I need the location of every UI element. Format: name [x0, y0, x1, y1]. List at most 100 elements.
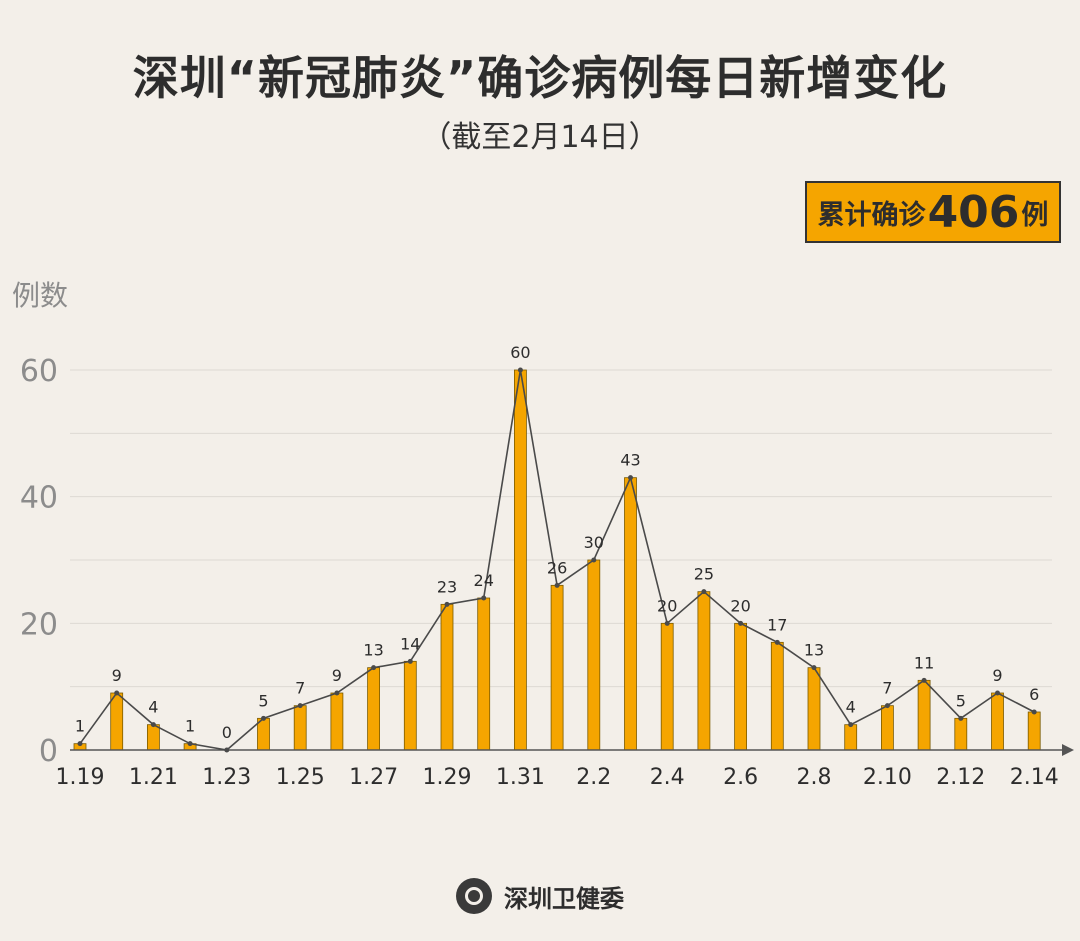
- line-point: [628, 475, 633, 481]
- bar: [954, 717, 968, 751]
- bar: [110, 692, 124, 751]
- line-point: [371, 665, 377, 671]
- line-point: [187, 741, 193, 747]
- y-tick-label: 60: [20, 354, 58, 389]
- x-tick-label: 2.12: [936, 765, 985, 790]
- line-point: [774, 639, 780, 645]
- line-point: [444, 601, 450, 607]
- bar: [1027, 711, 1041, 751]
- x-tick-label: 1.25: [276, 765, 325, 790]
- line-point: [591, 557, 597, 563]
- bar: [844, 724, 858, 751]
- data-label: 24: [474, 571, 494, 590]
- x-tick-label: 1.31: [496, 765, 545, 790]
- data-label: 60: [510, 343, 530, 362]
- line-point: [517, 367, 523, 373]
- bar: [991, 692, 1004, 751]
- y-tick-label: 20: [20, 607, 58, 642]
- data-label: 25: [694, 565, 714, 584]
- bar: [367, 667, 381, 751]
- x-axis-arrow: [1062, 744, 1074, 756]
- data-label: 6: [1029, 685, 1039, 704]
- line-point: [738, 620, 744, 626]
- data-label: 13: [804, 641, 824, 660]
- line-point: [884, 703, 890, 709]
- data-label: 26: [547, 558, 567, 577]
- data-label: 13: [363, 641, 383, 660]
- x-tick-label: 2.4: [650, 765, 685, 790]
- bar: [917, 679, 931, 751]
- bar: [807, 667, 821, 751]
- line-point: [921, 677, 927, 683]
- data-label: 5: [956, 691, 966, 710]
- data-label: 9: [112, 666, 122, 685]
- data-label: 9: [332, 666, 342, 685]
- bar: [881, 705, 894, 751]
- data-label: 0: [222, 723, 232, 742]
- data-label: 17: [767, 615, 787, 634]
- bar: [477, 597, 491, 751]
- x-tick-label: 2.10: [863, 765, 912, 790]
- line-point: [297, 703, 303, 709]
- bar: [770, 641, 784, 751]
- line-point: [554, 582, 560, 588]
- y-axis-label: 例数: [12, 279, 69, 312]
- x-tick-label: 1.21: [129, 765, 178, 790]
- emblem-icon: [456, 878, 492, 914]
- bar: [146, 724, 160, 751]
- line-point: [407, 658, 413, 664]
- data-label: 9: [992, 666, 1002, 685]
- data-label: 20: [730, 596, 750, 615]
- bar: [660, 622, 674, 751]
- page-subtitle: （截至2月14日）: [421, 120, 659, 155]
- bar: [257, 717, 270, 751]
- data-label: 11: [914, 653, 934, 672]
- data-label: 23: [437, 577, 457, 596]
- bar: [734, 622, 747, 751]
- bar: [697, 591, 711, 751]
- total-prefix: 累计确诊: [817, 199, 926, 231]
- line-point: [334, 690, 340, 696]
- line-point: [481, 595, 487, 601]
- x-tick-label: 2.14: [1010, 765, 1059, 790]
- data-label: 1: [185, 717, 195, 736]
- data-label: 4: [846, 698, 856, 717]
- bar: [514, 369, 527, 751]
- data-label: 7: [295, 679, 305, 698]
- line-point: [77, 741, 83, 747]
- bar: [550, 584, 564, 751]
- total-suffix: 例: [1021, 199, 1049, 231]
- line-point: [1031, 709, 1037, 715]
- x-tick-label: 1.27: [349, 765, 398, 790]
- line-point: [848, 722, 854, 728]
- bar: [440, 603, 454, 751]
- total-badge: 累计确诊 406 例: [805, 181, 1061, 243]
- line-point: [701, 589, 707, 595]
- footer-org: 深圳卫健委: [504, 884, 624, 913]
- line-point: [150, 722, 156, 728]
- bar: [624, 477, 637, 751]
- line-point: [958, 715, 964, 721]
- y-tick-label: 0: [39, 734, 58, 769]
- x-tick-label: 2.2: [576, 765, 611, 790]
- x-tick-label: 2.6: [723, 765, 758, 790]
- footer: 深圳卫健委: [0, 878, 1080, 914]
- page-title: 深圳“新冠肺炎”确诊病例每日新增变化: [132, 51, 948, 105]
- data-label: 43: [620, 451, 640, 470]
- line-point: [224, 747, 230, 753]
- data-label: 1: [75, 717, 85, 736]
- bar: [330, 692, 344, 751]
- x-tick-label: 1.23: [202, 765, 251, 790]
- total-value: 406: [927, 186, 1020, 238]
- bar: [293, 705, 307, 751]
- x-tick-label: 1.19: [56, 765, 105, 790]
- x-tick-label: 1.29: [423, 765, 472, 790]
- line-point: [261, 715, 266, 721]
- data-label: 7: [882, 679, 892, 698]
- line-point: [664, 620, 670, 626]
- data-label: 20: [657, 596, 677, 615]
- line-point: [811, 665, 817, 671]
- bar: [403, 660, 417, 751]
- line-point: [114, 690, 120, 696]
